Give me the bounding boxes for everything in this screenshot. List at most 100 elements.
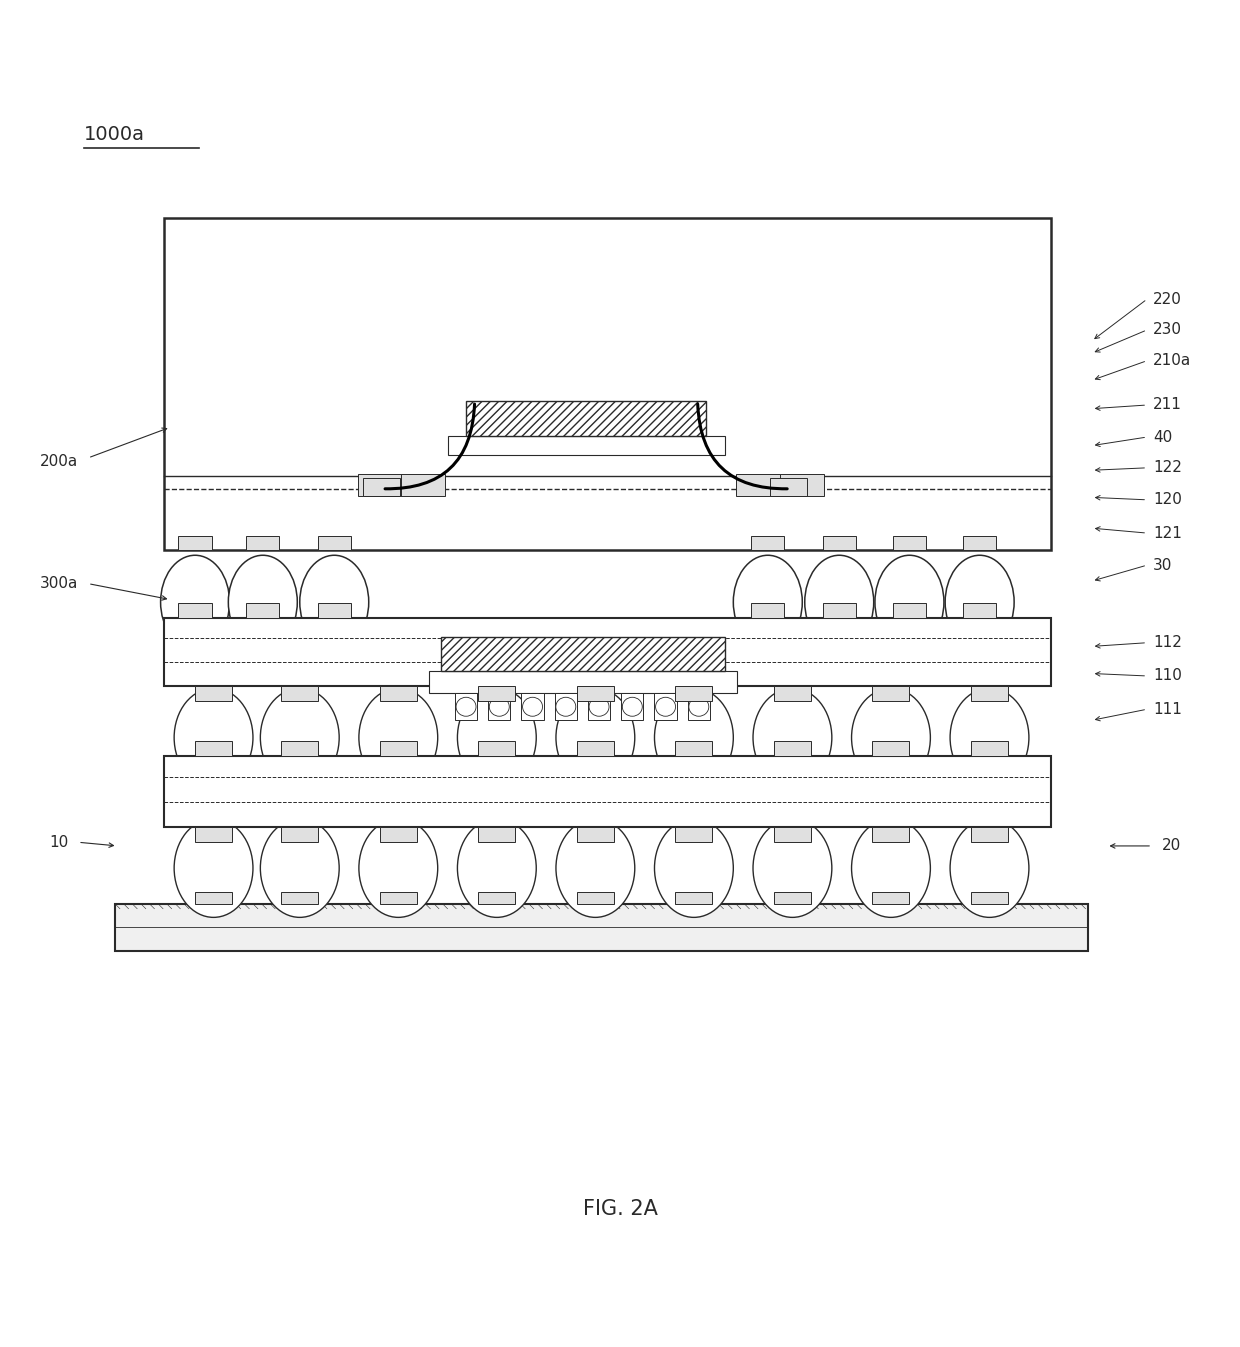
Bar <box>676 686 712 700</box>
Bar <box>247 603 279 618</box>
Bar <box>195 892 232 904</box>
Bar <box>774 741 811 756</box>
Bar <box>362 478 399 496</box>
Text: 10: 10 <box>48 835 68 850</box>
Ellipse shape <box>950 819 1029 917</box>
Bar <box>780 474 825 496</box>
Bar <box>379 741 417 756</box>
Bar <box>195 686 232 700</box>
Ellipse shape <box>852 819 930 917</box>
Text: 210a: 210a <box>1153 353 1192 368</box>
Bar <box>455 694 477 721</box>
Bar <box>164 218 1052 551</box>
Bar <box>479 686 516 700</box>
Bar <box>281 741 319 756</box>
Bar <box>164 756 1052 827</box>
Bar <box>554 694 577 721</box>
Bar <box>751 536 785 551</box>
Bar <box>429 671 737 694</box>
Ellipse shape <box>852 688 930 787</box>
Ellipse shape <box>174 819 253 917</box>
Bar <box>770 478 807 496</box>
Text: 120: 120 <box>1153 493 1182 508</box>
Bar <box>379 686 417 700</box>
Ellipse shape <box>753 819 832 917</box>
Bar <box>281 686 319 700</box>
Bar <box>479 892 516 904</box>
Ellipse shape <box>655 688 733 787</box>
Ellipse shape <box>556 819 635 917</box>
Ellipse shape <box>228 555 298 649</box>
Bar <box>577 827 614 842</box>
Text: 30: 30 <box>1153 558 1173 572</box>
Ellipse shape <box>300 555 368 649</box>
Ellipse shape <box>689 698 709 717</box>
Bar <box>751 603 785 618</box>
Text: FIG. 2A: FIG. 2A <box>583 1199 657 1219</box>
Bar <box>179 603 212 618</box>
Text: 122: 122 <box>1153 461 1182 475</box>
Ellipse shape <box>805 555 874 649</box>
Text: 200a: 200a <box>40 454 78 469</box>
Bar <box>774 827 811 842</box>
Text: 300a: 300a <box>40 577 78 591</box>
Bar <box>466 401 707 436</box>
Ellipse shape <box>260 688 340 787</box>
Bar <box>774 892 811 904</box>
Ellipse shape <box>161 555 229 649</box>
Bar <box>688 694 711 721</box>
Bar <box>822 536 856 551</box>
Bar <box>621 694 644 721</box>
Ellipse shape <box>260 819 340 917</box>
Bar <box>195 827 232 842</box>
Ellipse shape <box>733 555 802 649</box>
Bar <box>655 694 677 721</box>
Ellipse shape <box>358 688 438 787</box>
Bar <box>195 741 232 756</box>
Bar <box>577 741 614 756</box>
Ellipse shape <box>622 698 642 717</box>
Bar <box>893 536 926 551</box>
Text: 112: 112 <box>1153 636 1182 651</box>
Bar <box>822 603 856 618</box>
Ellipse shape <box>753 688 832 787</box>
Bar <box>247 536 279 551</box>
Text: 121: 121 <box>1153 525 1182 540</box>
Bar <box>479 827 516 842</box>
Text: 211: 211 <box>1153 397 1182 412</box>
Bar <box>971 741 1008 756</box>
Bar <box>379 827 417 842</box>
Ellipse shape <box>456 698 476 717</box>
Bar <box>479 741 516 756</box>
Text: 220: 220 <box>1153 291 1182 307</box>
Bar <box>588 694 610 721</box>
Bar <box>357 474 402 496</box>
Bar <box>448 436 724 455</box>
Bar <box>873 892 909 904</box>
Ellipse shape <box>950 688 1029 787</box>
Bar <box>971 827 1008 842</box>
Ellipse shape <box>589 698 609 717</box>
Text: 20: 20 <box>1162 838 1182 854</box>
Bar <box>317 536 351 551</box>
Ellipse shape <box>458 688 536 787</box>
Bar <box>577 686 614 700</box>
Bar <box>676 892 712 904</box>
Bar <box>522 694 543 721</box>
Bar <box>774 686 811 700</box>
Text: 1000a: 1000a <box>84 125 145 144</box>
Bar <box>281 827 319 842</box>
Bar <box>489 694 511 721</box>
Bar <box>676 827 712 842</box>
Bar <box>971 686 1008 700</box>
Bar <box>893 603 926 618</box>
Ellipse shape <box>522 698 543 717</box>
Bar <box>317 603 351 618</box>
Bar <box>873 741 909 756</box>
Bar <box>963 536 996 551</box>
Bar <box>873 686 909 700</box>
Ellipse shape <box>490 698 510 717</box>
Bar <box>179 536 212 551</box>
Bar <box>873 827 909 842</box>
Bar <box>401 474 445 496</box>
